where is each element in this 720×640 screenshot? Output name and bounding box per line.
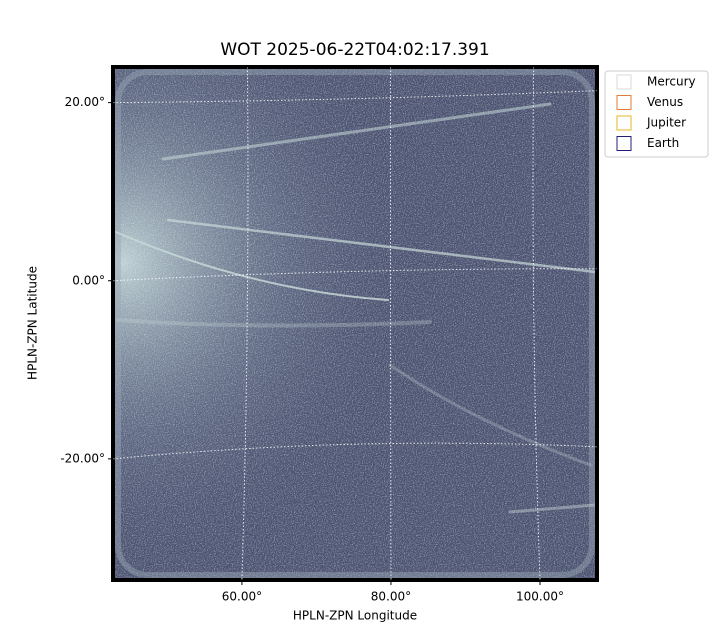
grid-line — [112, 442, 598, 460]
legend-box — [604, 70, 709, 158]
x-tick-label: 80.00° — [371, 590, 411, 604]
x-tick-label: 60.00° — [222, 590, 262, 604]
y-tick-label: -20.00° — [60, 451, 105, 465]
grid-line — [532, 66, 541, 581]
legend-swatch — [616, 95, 632, 110]
x-axis-label: HPLN-ZPN Longitude — [293, 609, 417, 623]
grid-line — [112, 90, 598, 104]
axes-frame — [112, 66, 598, 581]
x-tick-label: 100.00° — [516, 590, 564, 604]
y-tick-label: 20.00° — [65, 95, 105, 109]
legend: Mercury Venus Jupiter Earth — [604, 70, 709, 158]
grid-line — [112, 268, 598, 282]
sky-image — [111, 65, 599, 582]
legend-label: Earth — [647, 136, 679, 150]
grid-line — [241, 66, 249, 581]
y-axis-label: HPLN-ZPN Latitude — [26, 266, 40, 380]
y-tick-label: 0.00° — [72, 273, 105, 287]
legend-swatch — [616, 115, 632, 131]
grid — [112, 66, 598, 581]
legend-label: Jupiter — [646, 116, 686, 130]
chart-title: WOT 2025-06-22T04:02:17.391 — [220, 40, 489, 60]
legend-swatch — [616, 74, 632, 90]
legend-label: Mercury — [647, 75, 696, 89]
legend-label: Venus — [647, 95, 683, 109]
legend-swatch — [616, 136, 632, 151]
